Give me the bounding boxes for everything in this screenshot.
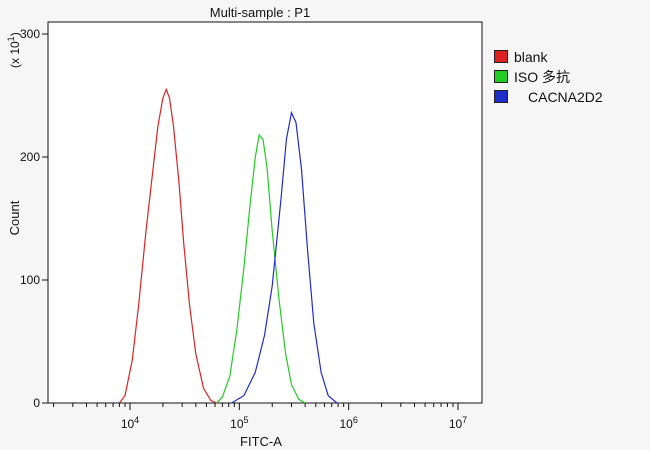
x-axis-ticks: 104 105 106 107 [53, 403, 467, 431]
y-axis-label: Count [7, 200, 22, 235]
x-tick-label: 105 [230, 415, 248, 431]
legend-swatch [494, 70, 508, 83]
y-tick-label: 300 [20, 27, 40, 41]
y-axis-ticks: 0 100 200 300 [20, 27, 48, 410]
legend-swatch [494, 50, 508, 63]
plot-frame [47, 21, 483, 404]
chart-title: Multi-sample : P1 [210, 5, 310, 20]
legend-label: ISO 多抗 [514, 69, 571, 85]
legend-label: blank [514, 49, 548, 65]
y-axis-multiplier: (x 101) [6, 32, 22, 68]
svg-text:(x 101): (x 101) [6, 32, 22, 68]
y-tick-label: 200 [20, 150, 40, 164]
x-axis-label: FITC-A [240, 434, 282, 449]
x-tick-label: 104 [121, 415, 139, 431]
x-tick-label: 106 [339, 415, 357, 431]
legend-label: CACNA2D2 [528, 89, 603, 105]
series-curve-0 [118, 87, 217, 404]
legend-swatch [494, 90, 508, 103]
y-tick-label: 0 [33, 396, 40, 410]
series-curve-1 [216, 133, 306, 404]
series-curve-2 [231, 110, 338, 404]
x-tick-label: 107 [449, 415, 467, 431]
histogram-series [118, 87, 338, 404]
y-tick-label: 100 [20, 273, 40, 287]
